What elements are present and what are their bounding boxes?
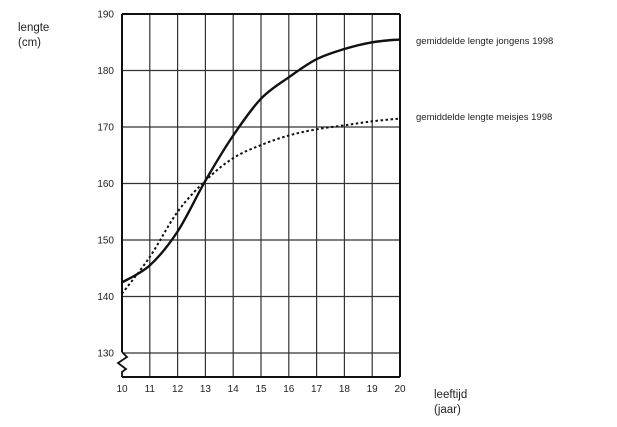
- x-tick-label: 19: [367, 384, 379, 395]
- y-tick-label: 130: [97, 349, 114, 360]
- x-tick-label: 12: [172, 384, 184, 395]
- x-tick-label: 20: [394, 384, 406, 395]
- x-tick-label: 11: [145, 384, 156, 395]
- axis-break-mark: [116, 351, 129, 377]
- x-tick-label: 14: [228, 384, 240, 395]
- series-lines: [121, 38, 401, 295]
- series-label-boys: gemiddelde lengte jongens 1998: [416, 36, 553, 47]
- tick-labels: 130 140 150 160 170 180 190 10 11 12 13 14 15 16 17 18 1…: [97, 10, 406, 396]
- x-tick-label: 18: [339, 384, 351, 395]
- y-tick-label: 180: [97, 66, 114, 77]
- plot-frame: [116, 13, 401, 378]
- grid-lines: [122, 14, 400, 377]
- x-tick-label: 15: [255, 384, 267, 395]
- y-tick-label: 160: [97, 179, 114, 190]
- y-axis-title-line-2: (cm): [18, 37, 41, 49]
- y-tick-label: 150: [97, 236, 114, 247]
- x-axis-title-line-1: leeftijd: [434, 389, 467, 401]
- series-label-girls: gemiddelde lengte meisjes 1998: [416, 112, 552, 123]
- x-tick-label: 16: [283, 384, 295, 395]
- x-tick-label: 10: [116, 384, 128, 395]
- series-line-girls: [121, 117, 401, 295]
- y-tick-label: 140: [97, 292, 114, 303]
- series-line-boys: [121, 38, 401, 284]
- x-axis-title-line-2: (jaar): [434, 404, 461, 416]
- x-tick-label: 13: [200, 384, 212, 395]
- y-axis-title-line-1: lengte: [18, 22, 49, 34]
- y-tick-label: 170: [97, 123, 114, 134]
- y-tick-label: 190: [97, 10, 114, 21]
- x-tick-label: 17: [311, 384, 323, 395]
